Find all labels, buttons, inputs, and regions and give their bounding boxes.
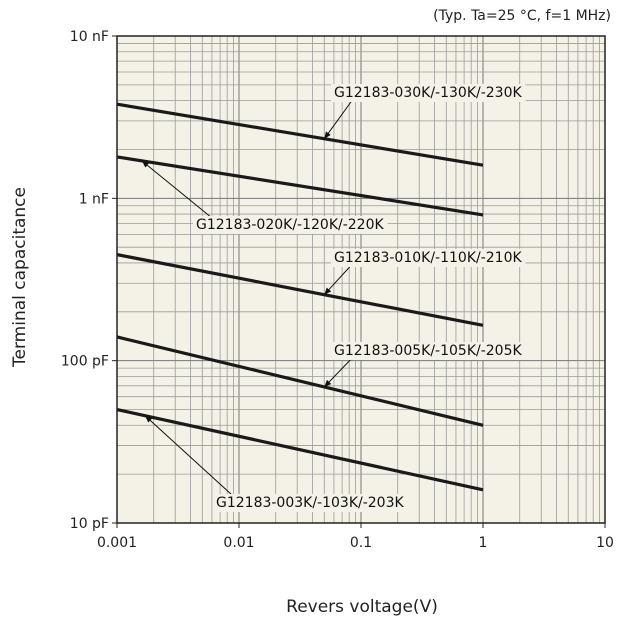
x-tick-label: 10 — [596, 535, 614, 551]
series-label-background — [331, 249, 526, 267]
series-line — [116, 407, 484, 492]
y-tick-label: 10 pF — [70, 516, 109, 532]
series-label: G12183-020K/-120K/-220K — [196, 217, 385, 233]
x-tick-label: 0.001 — [97, 535, 137, 551]
series-label-background — [331, 342, 526, 360]
series-lines — [116, 102, 484, 492]
series-line — [116, 253, 484, 327]
x-axis-title: Revers voltage(V) — [286, 597, 438, 617]
leader-arrow — [141, 160, 213, 219]
series-line — [116, 102, 484, 167]
y-tick-labels: 10 pF 100 pF 1 nF 10 nF — [61, 29, 117, 532]
y-tick-label: 10 nF — [70, 29, 109, 45]
conditions-note: (Typ. Ta=25 °C, f=1 MHz) — [433, 8, 611, 24]
series-line — [116, 155, 484, 217]
series-line — [116, 335, 484, 427]
x-tick-label: 1 — [479, 535, 488, 551]
series-label: G12183-010K/-110K/-210K — [334, 250, 523, 266]
y-tick-label: 1 nF — [79, 191, 109, 207]
series-label-background — [331, 84, 526, 102]
y-tick-label: 100 pF — [61, 354, 109, 370]
leader-arrow — [323, 94, 357, 140]
series-label: G12183-030K/-130K/-230K — [334, 85, 523, 101]
series-labels: G12183-030K/-130K/-230K G12183-020K/-120K… — [193, 84, 526, 512]
series-label-background — [193, 216, 388, 234]
series-label: G12183-003K/-103K/-203K — [216, 495, 405, 511]
x-tick-label: 0.01 — [223, 535, 254, 551]
x-tick-label: 0.1 — [350, 535, 372, 551]
y-axis-title: Terminal capacitance — [10, 187, 30, 368]
x-tick-labels: 0.001 0.01 0.1 1 10 — [97, 523, 614, 551]
series-label: G12183-005K/-105K/-205K — [334, 343, 523, 359]
leader-arrow — [144, 415, 233, 496]
series-label-background — [213, 494, 408, 512]
